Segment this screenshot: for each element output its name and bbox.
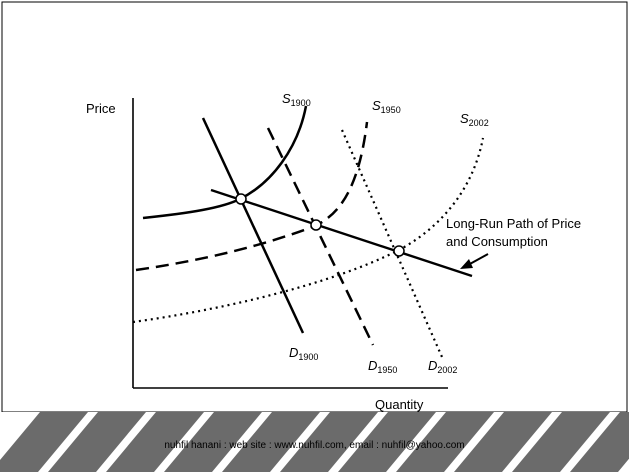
demand-curve-1900 — [201, 117, 305, 334]
label-s1950-sub: 1950 — [381, 105, 401, 115]
annotation-line-2: and Consumption — [446, 234, 548, 249]
label-s1950: S1950 — [372, 98, 401, 115]
footer-stripe-band — [0, 412, 629, 472]
supply-curve-2002 — [132, 137, 485, 324]
label-s2002: S2002 — [460, 111, 489, 128]
label-d1900: D1900 — [289, 345, 318, 362]
annotation-arrow — [467, 253, 489, 266]
arrow-head-icon — [460, 259, 473, 269]
equilibrium-point-2002 — [393, 245, 405, 257]
label-d1950-letter: D — [368, 358, 377, 373]
label-d1950-sub: 1950 — [377, 365, 397, 375]
equilibrium-point-1950 — [310, 219, 322, 231]
label-d1900-letter: D — [289, 345, 298, 360]
label-d1900-sub: 1900 — [298, 352, 318, 362]
label-s2002-letter: S — [460, 111, 469, 126]
demand-curve-1950 — [266, 127, 375, 346]
label-d2002: D2002 — [428, 358, 457, 375]
label-s1900-letter: S — [282, 91, 291, 106]
label-s1950-letter: S — [372, 98, 381, 113]
equilibrium-point-1900 — [235, 193, 247, 205]
annotation-line-1: Long-Run Path of Price — [446, 216, 581, 231]
label-s2002-sub: 2002 — [469, 118, 489, 128]
slide-border — [1, 1, 628, 413]
supply-curve-1950 — [135, 121, 369, 272]
x-axis-label: Quantity — [375, 397, 424, 412]
long-run-path-line — [210, 188, 473, 278]
label-d1950: D1950 — [368, 358, 397, 375]
label-s1900: S1900 — [282, 91, 311, 108]
footer-credit: nuhfil hanani : web site : www.nuhfil.co… — [164, 440, 465, 451]
label-d2002-letter: D — [428, 358, 437, 373]
label-s1900-sub: 1900 — [291, 98, 311, 108]
demand-curve-2002 — [340, 129, 444, 358]
y-axis-label: Price — [86, 101, 116, 116]
label-d2002-sub: 2002 — [437, 365, 457, 375]
